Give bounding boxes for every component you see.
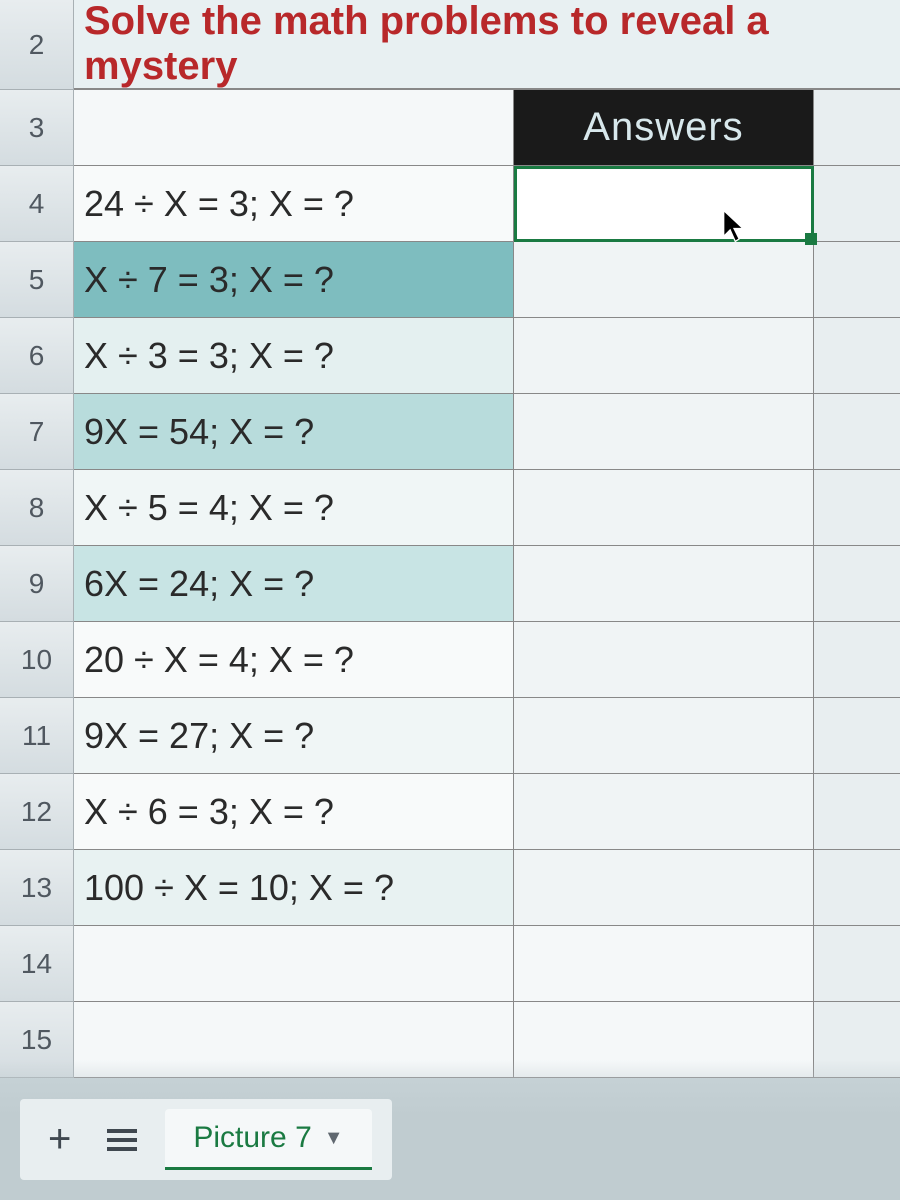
row-header-13[interactable]: 13: [0, 850, 74, 926]
problem-cell-5[interactable]: X ÷ 7 = 3; X = ?: [74, 242, 514, 318]
problem-cell-7[interactable]: 9X = 54; X = ?: [74, 394, 514, 470]
problem-cell-11[interactable]: 9X = 27; X = ?: [74, 698, 514, 774]
answer-cell-12[interactable]: [514, 774, 814, 850]
row-header-10[interactable]: 10: [0, 622, 74, 698]
row-header-8[interactable]: 8: [0, 470, 74, 546]
cell-d6[interactable]: [814, 318, 900, 394]
row-header-14[interactable]: 14: [0, 926, 74, 1002]
cell-d7[interactable]: [814, 394, 900, 470]
problem-cell-6[interactable]: X ÷ 3 = 3; X = ?: [74, 318, 514, 394]
answer-cell-11[interactable]: [514, 698, 814, 774]
row-header-11[interactable]: 11: [0, 698, 74, 774]
answer-cell-13[interactable]: [514, 850, 814, 926]
problem-cell-13[interactable]: 100 ÷ X = 10; X = ?: [74, 850, 514, 926]
cell-d12[interactable]: [814, 774, 900, 850]
row-header-5[interactable]: 5: [0, 242, 74, 318]
row-header-3[interactable]: 3: [0, 90, 74, 166]
spreadsheet-grid: 2 Solve the math problems to reveal a my…: [0, 0, 900, 1078]
answer-cell-5[interactable]: [514, 242, 814, 318]
problem-cell-8[interactable]: X ÷ 5 = 4; X = ?: [74, 470, 514, 546]
answer-cell-4[interactable]: [514, 166, 814, 242]
cell-d11[interactable]: [814, 698, 900, 774]
chevron-down-icon: ▼: [324, 1127, 344, 1150]
cell-d4[interactable]: [814, 166, 900, 242]
answer-cell-9[interactable]: [514, 546, 814, 622]
answer-cell-6[interactable]: [514, 318, 814, 394]
sheet-tab-label: Picture 7: [193, 1121, 311, 1155]
cell-d10[interactable]: [814, 622, 900, 698]
cell-b3[interactable]: [74, 90, 514, 166]
bottom-gradient: + Picture 7 ▼: [0, 1060, 900, 1200]
cell-d8[interactable]: [814, 470, 900, 546]
answers-header[interactable]: Answers: [514, 90, 814, 166]
problem-cell-10[interactable]: 20 ÷ X = 4; X = ?: [74, 622, 514, 698]
cell-d9[interactable]: [814, 546, 900, 622]
cell-d14[interactable]: [814, 926, 900, 1002]
cell-d5[interactable]: [814, 242, 900, 318]
row-header-4[interactable]: 4: [0, 166, 74, 242]
row-header-9[interactable]: 9: [0, 546, 74, 622]
problem-cell-9[interactable]: 6X = 24; X = ?: [74, 546, 514, 622]
row-header-12[interactable]: 12: [0, 774, 74, 850]
sheet-tab-active[interactable]: Picture 7 ▼: [165, 1109, 371, 1170]
cell-b14[interactable]: [74, 926, 514, 1002]
row-header-7[interactable]: 7: [0, 394, 74, 470]
add-sheet-button[interactable]: +: [40, 1117, 79, 1162]
answer-cell-8[interactable]: [514, 470, 814, 546]
sheet-tabs-bar: + Picture 7 ▼: [20, 1099, 392, 1180]
cell-d13[interactable]: [814, 850, 900, 926]
row-header-2[interactable]: 2: [0, 0, 74, 90]
problem-cell-12[interactable]: X ÷ 6 = 3; X = ?: [74, 774, 514, 850]
cell-d3[interactable]: [814, 90, 900, 166]
answer-cell-7[interactable]: [514, 394, 814, 470]
mouse-cursor-icon: [720, 208, 748, 244]
answer-cell-10[interactable]: [514, 622, 814, 698]
all-sheets-menu-icon[interactable]: [99, 1129, 145, 1151]
cell-c14[interactable]: [514, 926, 814, 1002]
title-cell[interactable]: Solve the math problems to reveal a myst…: [74, 0, 900, 90]
problem-cell-4[interactable]: 24 ÷ X = 3; X = ?: [74, 166, 514, 242]
row-header-6[interactable]: 6: [0, 318, 74, 394]
